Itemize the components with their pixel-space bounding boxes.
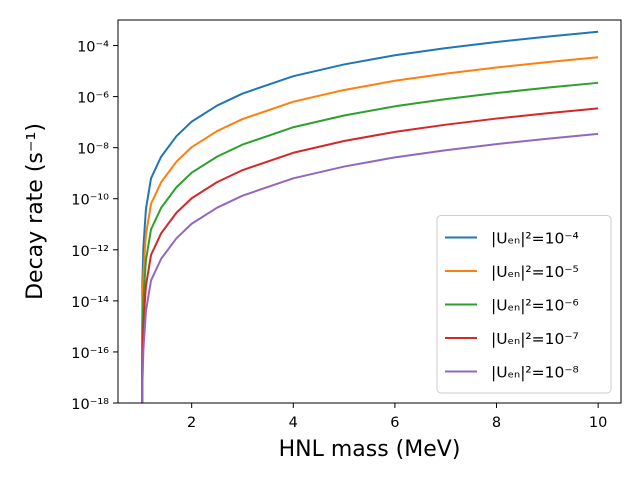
legend: |Uₑₙ|²=10⁻⁴ |Uₑₙ|²=10⁻⁵ |Uₑₙ|²=10⁻⁶ |Uₑₙ|²=… (436, 215, 612, 394)
series-line (141, 132, 599, 403)
y-tick-label: 10⁻¹⁴ (71, 295, 109, 311)
legend-entry: |Uₑₙ|²=10⁻⁵ (491, 263, 579, 281)
y-tick-label: 10⁻¹⁶ (71, 346, 109, 362)
x-tick-label: 6 (390, 415, 399, 431)
y-tick-label: 10⁻⁴ (77, 40, 109, 56)
series-line (141, 56, 599, 403)
x-tick-label: 10 (589, 415, 607, 431)
x-axis-label: HNL mass (MeV) (279, 437, 461, 462)
legend-entry: |Uₑₙ|²=10⁻⁴ (491, 230, 579, 248)
x-axis: 2 4 6 8 10 (187, 403, 607, 431)
legend-entry: |Uₑₙ|²=10⁻⁷ (491, 330, 579, 348)
y-tick-label: 10⁻⁶ (77, 91, 109, 107)
series-line (141, 107, 599, 403)
series-line (141, 81, 599, 403)
series-line (141, 30, 599, 403)
x-tick-label: 8 (492, 415, 501, 431)
y-axis-label: Decay rate (s⁻¹) (23, 123, 48, 300)
x-tick-label: 2 (187, 415, 196, 431)
y-axis: 10⁻¹⁸ 10⁻¹⁶ 10⁻¹⁴ 10⁻¹² 10⁻¹⁰ 10⁻⁸ 10⁻⁶ 10⁻⁴ (71, 40, 118, 413)
y-tick-label: 10⁻⁸ (77, 142, 109, 158)
legend-entry: |Uₑₙ|²=10⁻⁸ (491, 364, 579, 382)
plot-frame (117, 19, 622, 404)
x-tick-label: 4 (289, 415, 298, 431)
y-tick-label: 10⁻¹⁸ (71, 397, 109, 413)
series-layer (141, 30, 599, 403)
y-tick-label: 10⁻¹² (71, 244, 109, 260)
legend-box (436, 215, 612, 394)
legend-entry: |Uₑₙ|²=10⁻⁶ (491, 297, 579, 315)
y-tick-label: 10⁻¹⁰ (71, 193, 109, 209)
